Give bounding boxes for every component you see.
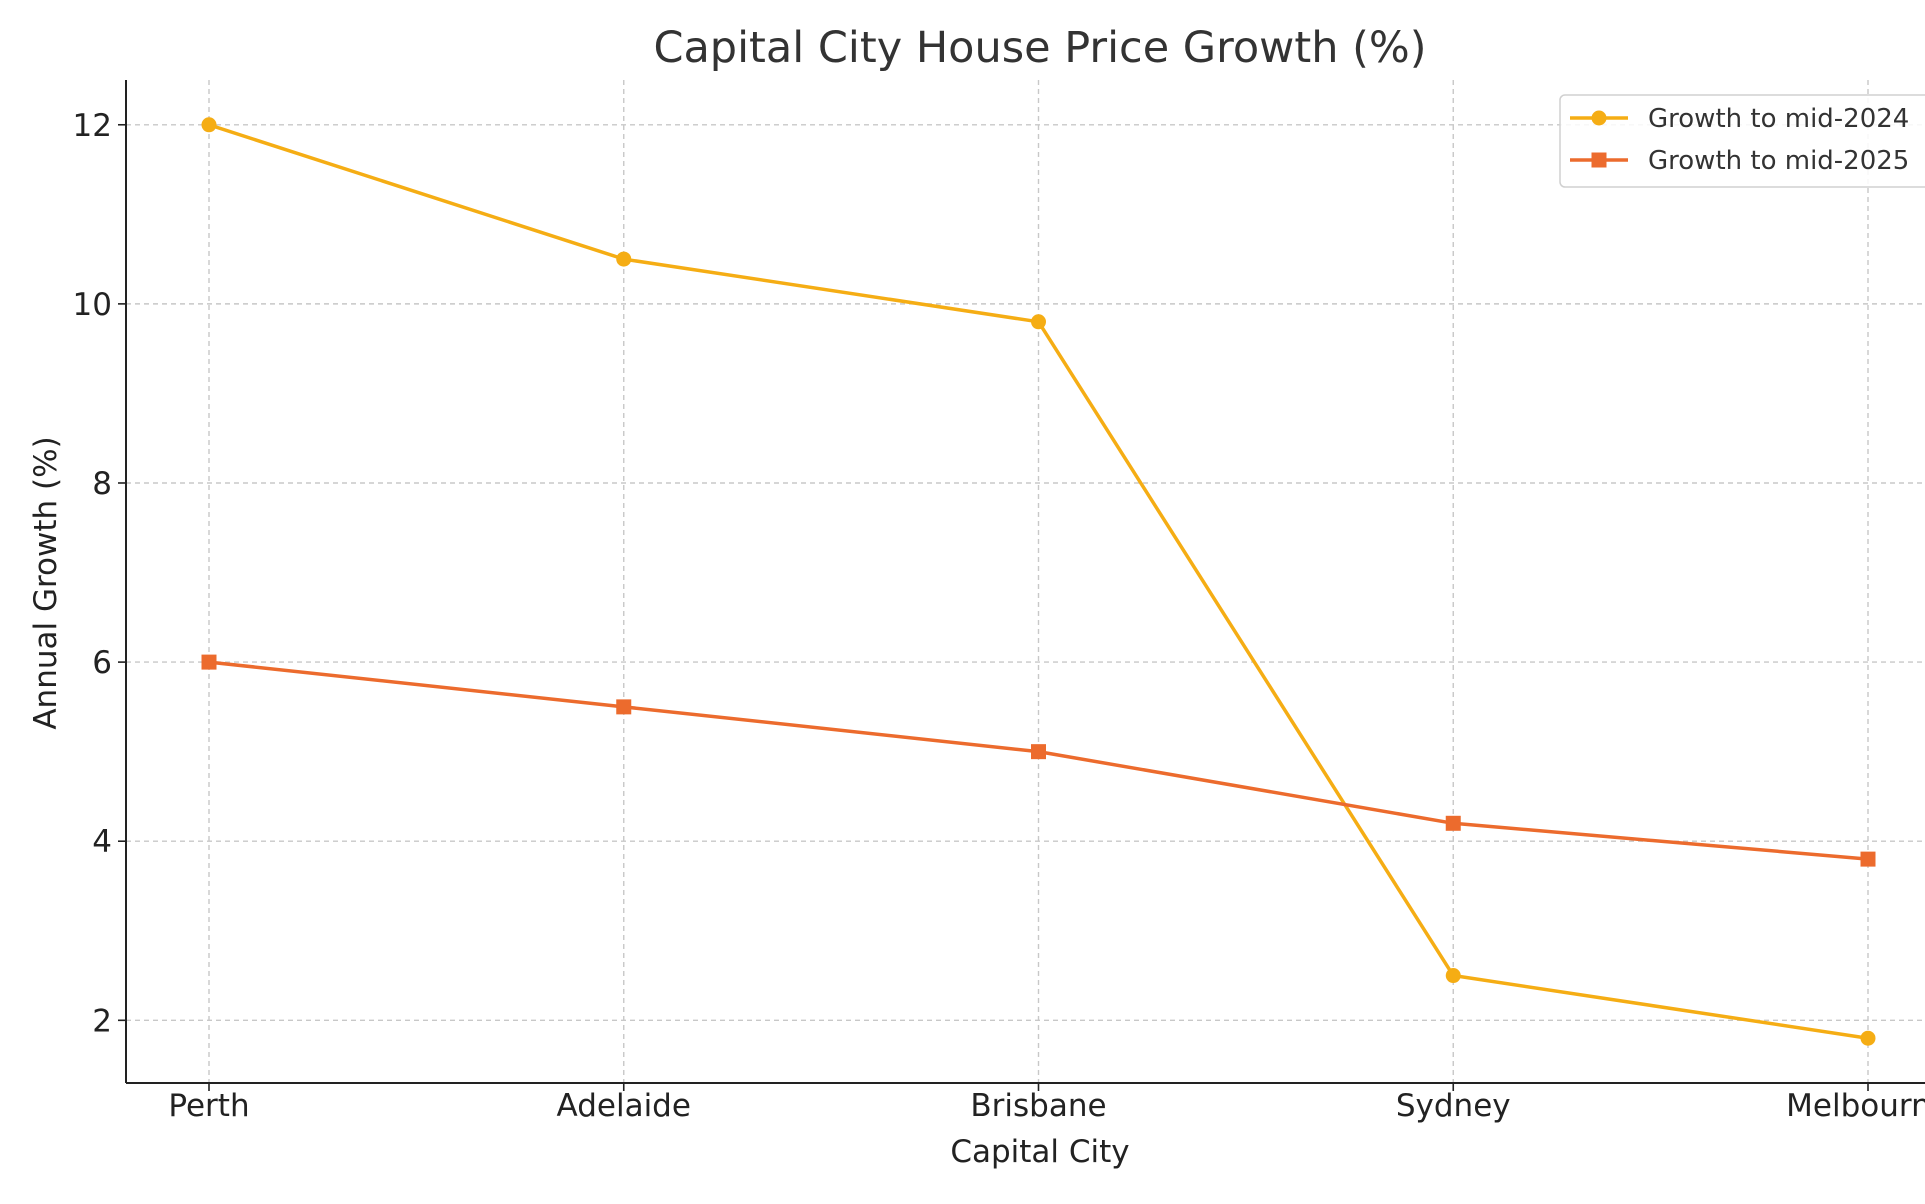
data-point-growth-to-mid-2024-adelaide bbox=[616, 251, 632, 267]
data-point-growth-to-mid-2025-brisbane bbox=[1031, 744, 1046, 760]
x-tick-label-perth: Perth bbox=[168, 1088, 249, 1124]
y-tick-label-8: 8 bbox=[92, 466, 112, 502]
series-growth-to-mid-2025 bbox=[201, 654, 1876, 867]
data-point-growth-to-mid-2025-sydney bbox=[1445, 815, 1461, 831]
data-point-growth-to-mid-2024-perth bbox=[201, 117, 217, 133]
x-tick-label-melbourne: Melbourne bbox=[1786, 1088, 1925, 1124]
x-tick-label-brisbane: Brisbane bbox=[970, 1088, 1106, 1124]
data-point-growth-to-mid-2025-adelaide bbox=[616, 699, 632, 715]
y-axis-label: Annual Growth (%) bbox=[28, 436, 64, 729]
data-point-growth-to-mid-2025-melbourne bbox=[1860, 851, 1876, 867]
x-axis-label: Capital City bbox=[950, 1134, 1129, 1170]
legend-marker-growth-to-mid-2024 bbox=[1591, 110, 1607, 126]
axes bbox=[125, 80, 1925, 1084]
legend-box bbox=[1559, 94, 1925, 188]
grid bbox=[126, 80, 1925, 1083]
legend-label-growth-to-mid-2024: Growth to mid-2024 bbox=[1648, 104, 1909, 134]
series-growth-to-mid-2024 bbox=[201, 117, 1876, 1046]
y-tick-label-12: 12 bbox=[73, 108, 112, 144]
y-tick-label-10: 10 bbox=[73, 287, 112, 323]
data-point-growth-to-mid-2024-melbourne bbox=[1860, 1030, 1876, 1046]
data-point-growth-to-mid-2025-perth bbox=[201, 654, 217, 670]
legend-item-growth-to-mid-2024: Growth to mid-2024 bbox=[1570, 104, 1909, 134]
data-point-growth-to-mid-2024-brisbane bbox=[1031, 314, 1046, 330]
data-point-growth-to-mid-2024-sydney bbox=[1445, 968, 1461, 984]
series bbox=[201, 117, 1876, 1046]
legend: Growth to mid-2024 Growth to mid-2025 bbox=[1559, 94, 1925, 188]
y-tick-label-4: 4 bbox=[92, 824, 112, 860]
x-tick-label-adelaide: Adelaide bbox=[557, 1088, 691, 1124]
legend-marker-growth-to-mid-2025 bbox=[1591, 152, 1607, 168]
chart-title: Capital City House Price Growth (%) bbox=[653, 23, 1426, 73]
legend-item-growth-to-mid-2025: Growth to mid-2025 bbox=[1570, 146, 1909, 176]
y-tick-label-6: 6 bbox=[92, 645, 112, 681]
y-tick-label-2: 2 bbox=[92, 1003, 112, 1039]
legend-label-growth-to-mid-2025: Growth to mid-2025 bbox=[1648, 146, 1909, 176]
x-tick-label-sydney: Sydney bbox=[1396, 1088, 1511, 1124]
tick-labels: 2 4 6 8 10 12 Perth Adelaide Brisbane Sydney Melbo… bbox=[73, 108, 1925, 1124]
